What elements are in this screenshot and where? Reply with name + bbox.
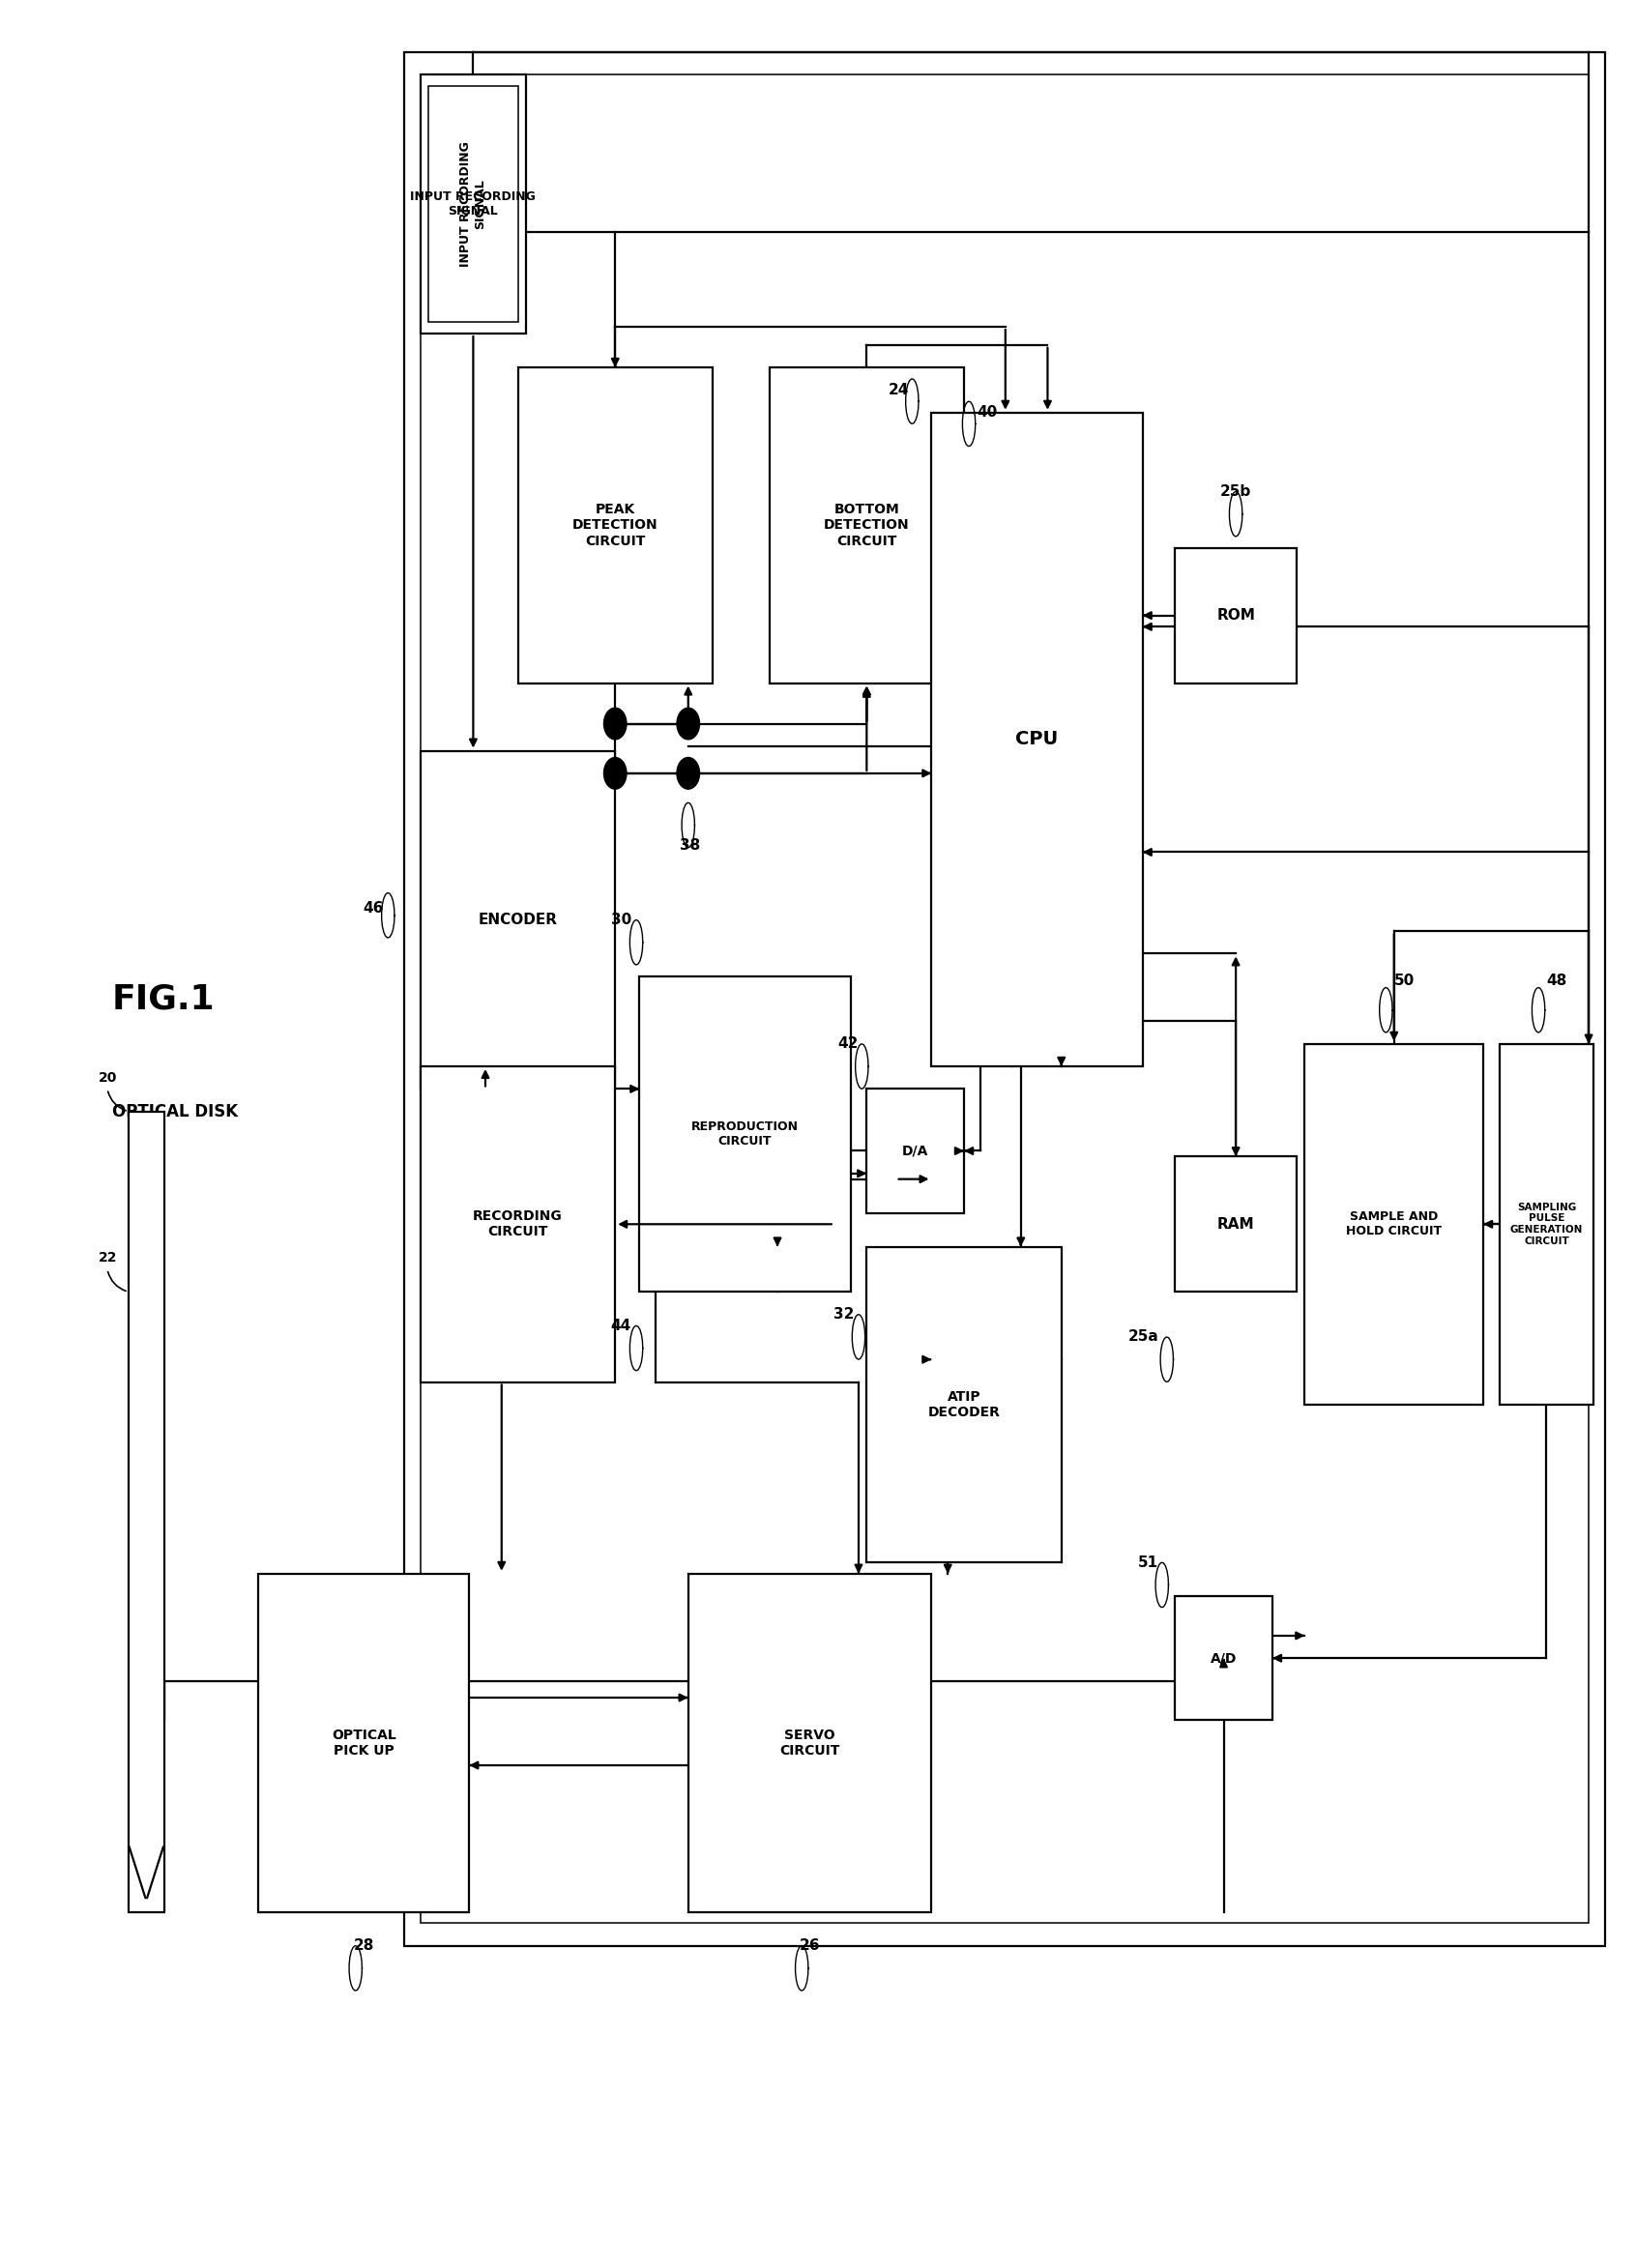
Text: FIG.1: FIG.1 — [113, 982, 216, 1016]
Circle shape — [604, 758, 627, 789]
Text: PEAK
DETECTION
CIRCUIT: PEAK DETECTION CIRCUIT — [573, 503, 658, 547]
Circle shape — [604, 708, 627, 739]
Bar — [769, 367, 964, 683]
Text: A/D: A/D — [1211, 1651, 1237, 1665]
Text: BOTTOM
DETECTION
CIRCUIT: BOTTOM DETECTION CIRCUIT — [825, 503, 910, 547]
Text: CPU: CPU — [1016, 730, 1058, 748]
Text: 38: 38 — [681, 839, 700, 853]
Bar — [867, 1247, 1062, 1563]
Text: 28: 28 — [353, 1939, 375, 1953]
Bar — [404, 52, 1605, 1946]
Circle shape — [677, 708, 700, 739]
Text: ATIP
DECODER: ATIP DECODER — [928, 1390, 1000, 1420]
Text: RAM: RAM — [1217, 1218, 1255, 1232]
Bar — [1500, 1043, 1593, 1404]
Text: ROM: ROM — [1217, 608, 1255, 624]
Text: 48: 48 — [1546, 973, 1567, 989]
Bar — [258, 1574, 470, 1912]
Text: SAMPLE AND
HOLD CIRCUIT: SAMPLE AND HOLD CIRCUIT — [1346, 1211, 1441, 1238]
Text: 22: 22 — [98, 1252, 118, 1266]
Text: REPRODUCTION
CIRCUIT: REPRODUCTION CIRCUIT — [692, 1120, 798, 1148]
Bar — [1175, 549, 1297, 683]
Text: 50: 50 — [1394, 973, 1415, 989]
Bar — [420, 751, 615, 1089]
Bar — [1175, 1597, 1273, 1719]
Bar — [867, 1089, 964, 1213]
Bar — [420, 1066, 615, 1381]
Text: RECORDING
CIRCUIT: RECORDING CIRCUIT — [473, 1209, 563, 1238]
Text: INPUT RECORDING
SIGNAL: INPUT RECORDING SIGNAL — [460, 141, 488, 268]
Text: 40: 40 — [977, 406, 998, 420]
Text: SAMPLING
PULSE
GENERATION
CIRCUIT: SAMPLING PULSE GENERATION CIRCUIT — [1510, 1202, 1584, 1245]
Circle shape — [677, 758, 700, 789]
Bar — [931, 413, 1142, 1066]
Text: 32: 32 — [833, 1306, 854, 1322]
Bar — [1306, 1043, 1484, 1404]
Text: ENCODER: ENCODER — [478, 912, 558, 928]
Text: 44: 44 — [610, 1318, 631, 1334]
Text: INPUT RECORDING
SIGNAL: INPUT RECORDING SIGNAL — [411, 191, 537, 218]
Text: 42: 42 — [838, 1036, 859, 1050]
Bar — [689, 1574, 931, 1912]
Bar — [640, 975, 851, 1293]
Bar — [420, 75, 525, 333]
Text: 26: 26 — [800, 1939, 820, 1953]
Bar — [429, 86, 519, 322]
Text: 30: 30 — [610, 912, 631, 928]
Text: 25a: 25a — [1129, 1329, 1158, 1345]
Bar — [420, 75, 1589, 1923]
Bar — [1175, 1157, 1297, 1293]
Text: 20: 20 — [98, 1070, 118, 1084]
Text: OPTICAL DISK: OPTICAL DISK — [113, 1102, 237, 1120]
Bar — [128, 1111, 164, 1912]
Bar — [519, 367, 713, 683]
Text: 51: 51 — [1139, 1556, 1158, 1569]
Text: 46: 46 — [363, 900, 383, 916]
Text: 25b: 25b — [1219, 483, 1252, 499]
Text: SERVO
CIRCUIT: SERVO CIRCUIT — [780, 1728, 839, 1758]
Text: OPTICAL
PICK UP: OPTICAL PICK UP — [332, 1728, 396, 1758]
Text: 24: 24 — [888, 383, 910, 397]
Text: D/A: D/A — [901, 1143, 929, 1157]
